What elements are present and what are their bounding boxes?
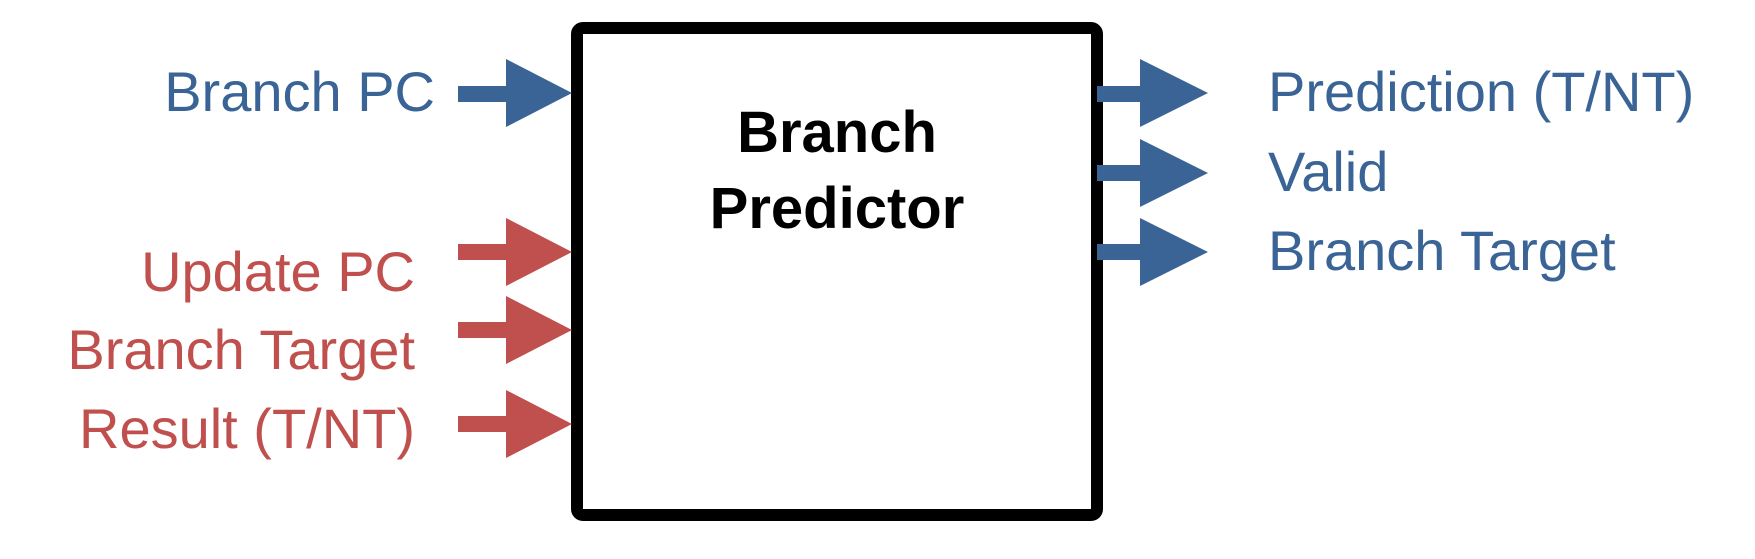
input-label-update-pc: Update PC (141, 240, 415, 303)
input-label-result: Result (T/NT) (79, 397, 415, 460)
input-label-branch-pc: Branch PC (164, 60, 435, 123)
arrow-result (458, 390, 572, 458)
arrow-update-branch-target (458, 296, 572, 364)
arrow-update-pc (458, 218, 572, 286)
arrow-prediction (1097, 59, 1208, 127)
output-label-branch-target: Branch Target (1268, 219, 1616, 282)
arrow-branch-pc (458, 59, 572, 127)
output-label-valid: Valid (1268, 140, 1389, 203)
block-title-line2: Predictor (709, 176, 965, 241)
output-label-prediction: Prediction (T/NT) (1268, 60, 1695, 123)
arrow-branch-target-out (1097, 218, 1208, 286)
block-title: Branch Predictor (577, 95, 1097, 247)
branch-predictor-box (571, 22, 1103, 521)
arrow-valid (1097, 139, 1208, 207)
block-title-line1: Branch (737, 100, 937, 165)
input-label-branch-target: Branch Target (67, 318, 415, 381)
